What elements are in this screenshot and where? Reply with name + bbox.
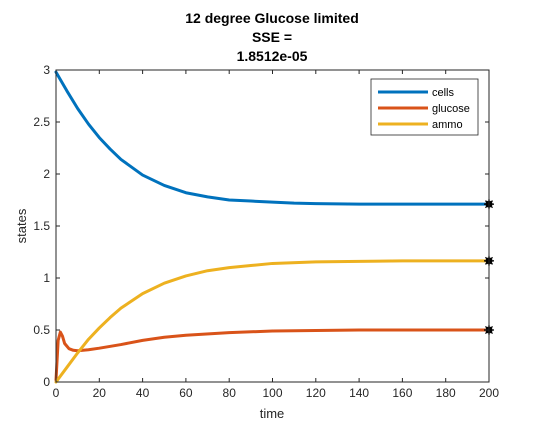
series-layer — [54, 70, 491, 384]
x-tick-label: 100 — [262, 386, 282, 400]
title-line-1: 12 degree Glucose limited — [185, 10, 359, 26]
y-tick-label: 2.5 — [33, 115, 50, 129]
x-tick-label: 80 — [223, 386, 237, 400]
y-tick-label: 1 — [43, 271, 50, 285]
chart-title: 12 degree Glucose limited SSE = 1.8512e-… — [185, 10, 359, 64]
x-tick-label: 180 — [436, 386, 456, 400]
y-tick-label: 1.5 — [33, 219, 50, 233]
x-tick-label: 120 — [306, 386, 326, 400]
x-tick-label: 140 — [349, 386, 369, 400]
legend-item-glucose: glucose — [378, 103, 470, 115]
y-tick-label: 0.5 — [33, 323, 50, 337]
legend-label: glucose — [432, 103, 470, 115]
title-line-2: SSE = — [252, 29, 292, 45]
series-line-cells — [54, 70, 491, 206]
x-tick-label: 200 — [479, 386, 499, 400]
series-line-ammo — [54, 259, 491, 384]
y-axis-ticks: 0 0.5 1 1.5 2 2.5 3 — [33, 63, 489, 389]
title-line-3: 1.8512e-05 — [237, 48, 308, 64]
x-tick-label: 60 — [179, 386, 193, 400]
y-tick-label: 0 — [43, 375, 50, 389]
x-tick-label: 20 — [93, 386, 107, 400]
y-tick-label: 3 — [43, 63, 50, 77]
x-tick-label: 40 — [136, 386, 150, 400]
legend-label: ammo — [432, 119, 463, 131]
y-tick-label: 2 — [43, 167, 50, 181]
legend-item-cells: cells — [378, 87, 455, 99]
legend-item-ammo: ammo — [378, 119, 463, 131]
series-line-glucose — [54, 328, 491, 382]
legend-label: cells — [432, 87, 455, 99]
y-axis-label: states — [14, 208, 29, 243]
x-tick-label: 0 — [53, 386, 60, 400]
x-tick-label: 160 — [392, 386, 412, 400]
x-axis-ticks: 0 20 40 60 80 100 120 140 160 180 200 — [53, 70, 499, 400]
x-axis-label: time — [260, 406, 285, 421]
legend: cells glucose ammo — [370, 78, 479, 136]
